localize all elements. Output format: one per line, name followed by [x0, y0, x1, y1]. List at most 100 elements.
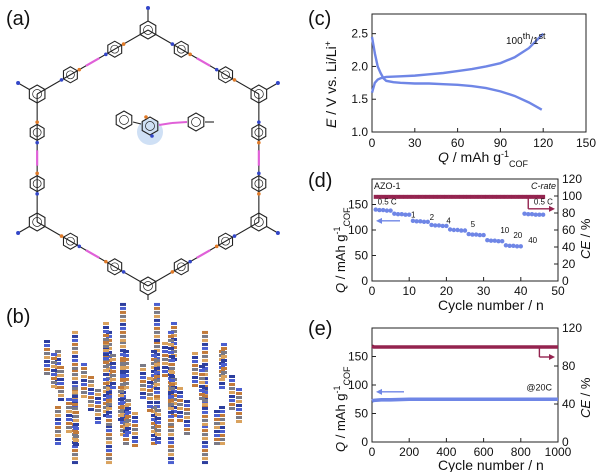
- framework-layer: [162, 358, 168, 361]
- framework-layer: [103, 349, 109, 352]
- framework-layer: [202, 398, 208, 402]
- framework-layer: [103, 361, 109, 364]
- capacity-point: [466, 231, 471, 237]
- x-tick-label: 800: [511, 445, 531, 459]
- framework-layer: [221, 351, 227, 354]
- y-right-axis-label: CE / %: [578, 377, 593, 418]
- framework-column: [88, 376, 94, 411]
- nitrogen-atom: [232, 234, 237, 238]
- framework-layer: [154, 334, 160, 338]
- framework-layer: [55, 430, 61, 433]
- framework-column: [219, 406, 225, 445]
- framework-layer: [155, 433, 161, 436]
- framework-layer: [168, 402, 174, 406]
- capacity-point: [444, 223, 449, 229]
- framework-layer: [106, 422, 112, 426]
- x-tick-label: 600: [474, 445, 494, 459]
- framework-layer: [95, 405, 101, 408]
- linker-ring: [173, 258, 189, 276]
- framework-layer: [202, 414, 208, 418]
- framework-layer: [147, 377, 153, 380]
- framework-layer: [162, 366, 168, 369]
- framework-layer: [81, 391, 87, 394]
- framework-layer: [236, 396, 242, 399]
- ce-point: [489, 194, 494, 199]
- framework-layer: [154, 401, 160, 405]
- framework-layer: [151, 442, 157, 445]
- rate-label: 4: [446, 216, 451, 225]
- framework-layer: [155, 421, 161, 424]
- linker-ring: [29, 123, 45, 142]
- framework-layer: [151, 422, 157, 425]
- framework-layer: [162, 346, 168, 349]
- framework-column: [202, 330, 208, 370]
- y-tick-label: 1.0: [351, 125, 368, 139]
- framework-layer: [236, 412, 242, 415]
- framework-layer: [72, 429, 78, 433]
- ce-point: [470, 194, 475, 199]
- sulfur-atom: [257, 192, 261, 196]
- framework-layer: [219, 422, 225, 425]
- framework-column: [214, 410, 220, 445]
- framework-layer: [110, 378, 116, 381]
- capacity-point: [470, 232, 475, 237]
- framework-layer: [202, 406, 208, 410]
- framework-layer: [184, 408, 190, 411]
- aromatic-circle: [176, 44, 186, 54]
- framework-layer: [95, 389, 101, 392]
- ce-point: [429, 194, 434, 199]
- capacity-point: [384, 208, 390, 213]
- framework-layer: [103, 338, 109, 341]
- capacity-point: [518, 244, 523, 249]
- framework-layer: [110, 358, 116, 361]
- framework-layer: [88, 392, 94, 395]
- aromatic-circle: [254, 128, 264, 137]
- capacity-point: [403, 212, 408, 217]
- framework-layer: [229, 375, 235, 378]
- sulfur-atom: [188, 52, 192, 57]
- framework-layer: [55, 406, 61, 409]
- aromatic-circle: [254, 89, 264, 99]
- framework-layer: [103, 353, 109, 356]
- aromatic-circle: [66, 236, 75, 246]
- framework-column: [169, 355, 175, 390]
- unit-azo: [171, 121, 188, 124]
- framework-column: [221, 343, 227, 378]
- framework-layer: [199, 389, 205, 392]
- capacity-point: [500, 239, 505, 244]
- framework-layer: [72, 362, 78, 366]
- framework-layer: [110, 374, 116, 377]
- framework-layer: [81, 375, 87, 378]
- framework-layer: [192, 368, 198, 371]
- y-left-tick-label: 100: [348, 223, 368, 237]
- framework-layer: [81, 367, 87, 370]
- framework-layer: [120, 345, 126, 349]
- capacity-point: [429, 222, 434, 228]
- framework-layer: [154, 326, 160, 330]
- plot-frame: [371, 13, 587, 133]
- framework-layer: [168, 425, 174, 429]
- framework-layer: [120, 361, 126, 365]
- framework-layer: [55, 422, 61, 425]
- framework-layer: [202, 330, 208, 334]
- x-tick-label: 90: [494, 136, 508, 150]
- aromatic-circle: [143, 25, 153, 35]
- framework-layer: [236, 416, 242, 419]
- framework-layer: [51, 357, 57, 360]
- ce-point: [492, 194, 497, 199]
- nitrogen-atom: [150, 134, 154, 138]
- ce-point: [392, 194, 397, 199]
- framework-layer: [202, 429, 208, 433]
- capacity-point: [447, 227, 453, 232]
- framework-layer: [236, 404, 242, 407]
- node-ring: [139, 20, 157, 40]
- framework-layer: [202, 410, 208, 414]
- framework-layer: [110, 366, 116, 369]
- framework-layer: [162, 354, 168, 357]
- framework-layer: [120, 322, 126, 326]
- framework-layer: [199, 381, 205, 384]
- outward-bond: [266, 226, 279, 234]
- framework-layer: [219, 442, 225, 445]
- ce-point: [410, 194, 415, 199]
- framework-layer: [168, 453, 174, 457]
